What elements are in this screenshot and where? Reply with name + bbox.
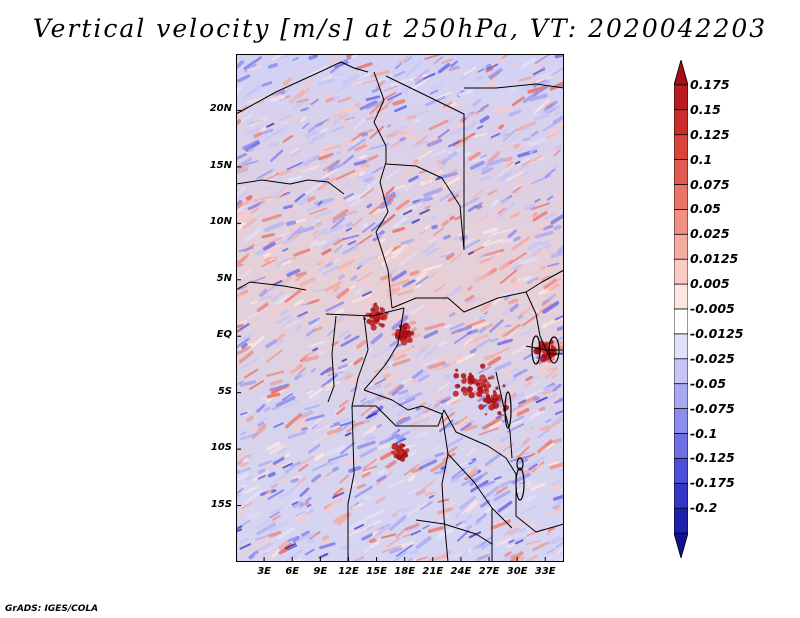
xtick-label: 21E: [422, 566, 444, 577]
colorbar-level-label: -0.125: [690, 450, 735, 466]
colorbar-level-label: 0.075: [690, 176, 730, 192]
colorbar-level-label: 0.0125: [690, 251, 739, 267]
plot-frame: [236, 54, 564, 562]
colorbar-level-label: -0.175: [690, 475, 735, 491]
velocity-heatmap: [236, 54, 564, 562]
colorbar-level-label: 0.005: [690, 276, 730, 292]
xtick-label: 30E: [506, 566, 528, 577]
colorbar-level-label: -0.0125: [690, 325, 744, 341]
colorbar-level-label: -0.1: [690, 425, 718, 441]
colorbar-swatch: [674, 333, 688, 360]
xtick-label: 12E: [338, 566, 359, 577]
ytick-label: 5N: [216, 272, 232, 284]
country-boundaries: [236, 61, 564, 562]
colorbar-level-label: 0.175: [690, 76, 730, 92]
colorbar-swatch: [674, 308, 688, 335]
colorbar-swatch: [674, 184, 688, 211]
colorbar-level-label: 0.1: [690, 151, 713, 167]
ytick-label: 5S: [217, 385, 232, 397]
colorbar-swatch: [674, 258, 688, 285]
ytick-label: 15N: [209, 159, 232, 171]
xtick-label: 27E: [478, 566, 500, 577]
ytick-label: EQ: [216, 329, 232, 341]
colorbar-swatch: [674, 408, 688, 435]
colorbar-level-label: -0.05: [690, 375, 727, 391]
chart-title: Vertical velocity [m/s] at 250hPa, VT: 2…: [32, 14, 768, 43]
colorbar-level-label: -0.005: [690, 301, 735, 316]
colorbar-swatch: [674, 457, 688, 484]
colorbar-swatch: [674, 159, 688, 186]
colorbar-swatch: [674, 84, 688, 111]
ytick-label: 10N: [209, 216, 232, 228]
colorbar-level-label: -0.075: [690, 400, 735, 416]
xtick-label: 3E: [257, 566, 271, 577]
colorbar-level-label: 0.125: [690, 126, 730, 142]
colorbar-swatch: [674, 507, 688, 534]
ytick-label: 20N: [209, 103, 232, 115]
xtick-label: 6E: [285, 566, 300, 577]
colorbar-swatch: [674, 233, 688, 260]
colorbar-swatch: [674, 134, 688, 161]
lakes: [504, 335, 560, 501]
xtick-label: 15E: [366, 566, 387, 577]
colorbar-swatch: [674, 60, 688, 86]
colorbar-level-label: -0.025: [690, 350, 735, 366]
colorbar-swatch: [674, 383, 688, 410]
colorbar-level-label: 0.05: [690, 201, 721, 217]
ytick-label: 15S: [210, 498, 232, 510]
grads-credit: GrADS: IGES/COLA: [5, 604, 99, 614]
xtick-label: 18E: [394, 566, 416, 577]
ytick-label: 10S: [210, 442, 232, 454]
colorbar-swatch: [674, 283, 688, 310]
colorbar-level-label: 0.025: [690, 226, 730, 242]
velocity-field: [236, 54, 564, 562]
map-plot-area: [236, 54, 564, 562]
xtick-label: 9E: [313, 566, 328, 577]
colorbar-swatch: [674, 208, 688, 235]
colorbar-level-label: 0.15: [690, 101, 721, 117]
xtick-label: 33E: [534, 566, 556, 577]
colorbar-level-label: -0.2: [690, 500, 718, 516]
colorbar-swatch: [674, 532, 688, 558]
colorbar-swatch: [674, 482, 688, 509]
colorbar-swatch: [674, 358, 688, 385]
xtick-label: 24E: [450, 566, 472, 577]
colorbar-swatch: [674, 433, 688, 460]
colorbar: [674, 60, 688, 558]
colorbar-swatch: [674, 109, 688, 136]
